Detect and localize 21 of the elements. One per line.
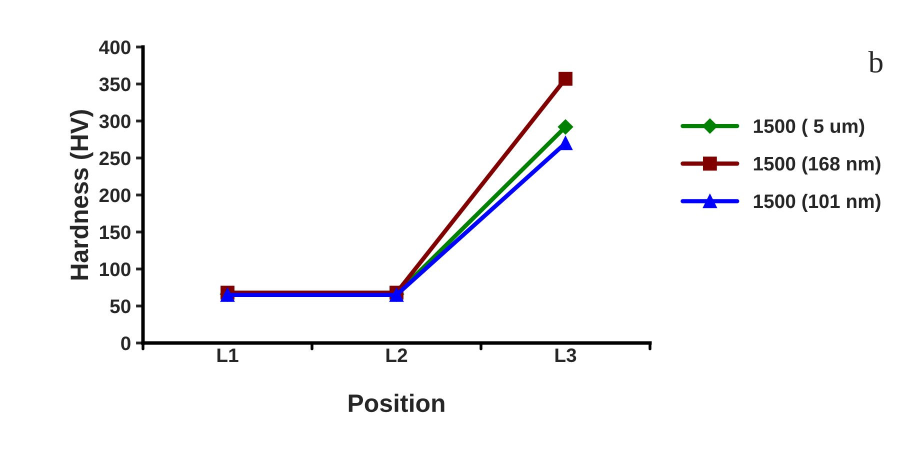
y-tick-label: 350 <box>99 77 130 92</box>
y-tick-label: 250 <box>99 151 130 166</box>
y-tick-label: 0 <box>121 336 130 350</box>
legend-label: 1500 (101 nm) <box>754 194 880 212</box>
y-tick-label: 50 <box>110 299 130 314</box>
x-tick-label: L3 <box>555 348 576 362</box>
point <box>558 136 572 150</box>
legend-label: 1500 ( 5 um) <box>754 118 864 137</box>
point <box>558 119 574 134</box>
x-axis-title: Position <box>348 394 444 412</box>
y-axis-title: Hardness (HV) <box>70 110 94 280</box>
legend-label: 1500 (168 nm) <box>754 156 880 174</box>
text: b <box>868 51 882 73</box>
y-tick-label: 200 <box>99 188 130 202</box>
y-tick-label: 400 <box>99 40 130 54</box>
x-tick-label: L1 <box>217 348 238 362</box>
y-tick-label: 300 <box>99 114 130 128</box>
x-tick-label: L2 <box>386 348 408 362</box>
y-tick-label: 150 <box>100 225 130 240</box>
y-tick-label: 100 <box>100 262 130 276</box>
point <box>558 72 572 86</box>
